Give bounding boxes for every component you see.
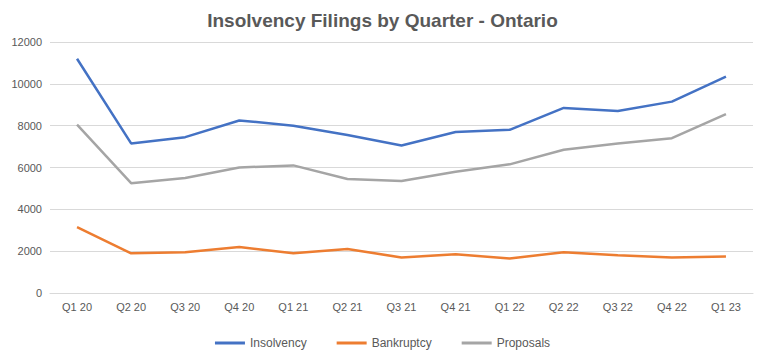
svg-text:Insolvency: Insolvency — [250, 336, 307, 350]
svg-text:Q3 21: Q3 21 — [387, 301, 417, 313]
svg-text:Q1 20: Q1 20 — [62, 301, 92, 313]
svg-text:12000: 12000 — [11, 36, 42, 48]
svg-text:10000: 10000 — [11, 78, 42, 90]
svg-text:4000: 4000 — [18, 203, 42, 215]
svg-text:Q2 22: Q2 22 — [549, 301, 579, 313]
svg-text:Insolvency Filings by Quarter: Insolvency Filings by Quarter - Ontario — [207, 10, 558, 31]
svg-text:Q4 22: Q4 22 — [657, 301, 687, 313]
svg-text:Q1 22: Q1 22 — [495, 301, 525, 313]
svg-text:2000: 2000 — [18, 245, 42, 257]
svg-text:0: 0 — [36, 287, 42, 299]
svg-text:Q3 22: Q3 22 — [603, 301, 633, 313]
svg-text:8000: 8000 — [18, 120, 42, 132]
svg-text:Bankruptcy: Bankruptcy — [372, 336, 432, 350]
svg-text:Q2 20: Q2 20 — [116, 301, 146, 313]
svg-text:6000: 6000 — [18, 162, 42, 174]
svg-text:Proposals: Proposals — [497, 336, 550, 350]
svg-text:Q4 20: Q4 20 — [224, 301, 254, 313]
svg-text:Q4 21: Q4 21 — [441, 301, 471, 313]
svg-text:Q3 20: Q3 20 — [170, 301, 200, 313]
svg-text:Q1 23: Q1 23 — [711, 301, 741, 313]
svg-text:Q2 21: Q2 21 — [332, 301, 362, 313]
svg-text:Q1 21: Q1 21 — [278, 301, 308, 313]
